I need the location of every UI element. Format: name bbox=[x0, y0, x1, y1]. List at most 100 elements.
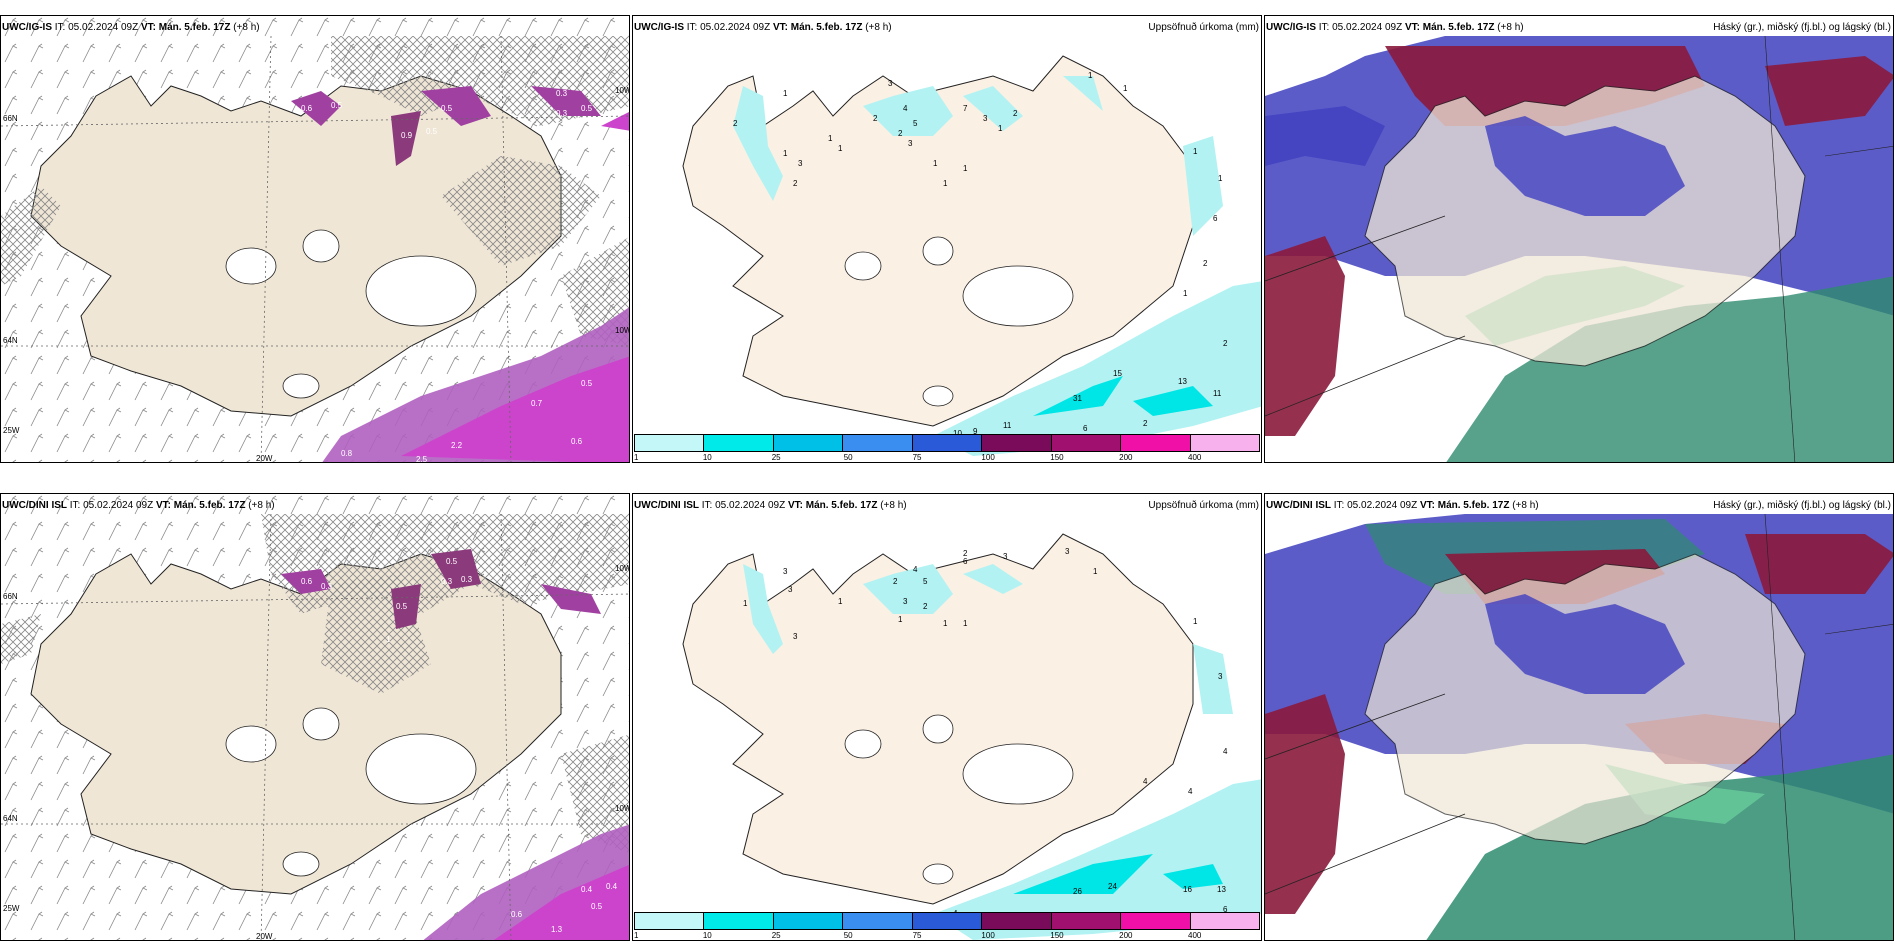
colorbar-swatch bbox=[1121, 913, 1191, 929]
panel-header: UWC/DINI ISL IT: 05.02.2024 09Z VT: Mán.… bbox=[634, 500, 907, 511]
colorbar-swatch bbox=[704, 913, 774, 929]
panel-igis-snow: 0.6 0.5 0.3 0.5 0.3 0.5 0.9 0.5 0.7 0.5 … bbox=[0, 15, 630, 463]
precip-value: 2 bbox=[1013, 109, 1018, 118]
precip-value: 24 bbox=[1108, 882, 1117, 891]
it-label: IT: bbox=[1333, 500, 1345, 511]
panel-title: Háský (gr.), miðský (fj.bl.) og lágský (… bbox=[1713, 22, 1891, 33]
panel-header: UWC/DINI ISL IT: 05.02.2024 09Z VT: Mán.… bbox=[2, 500, 275, 511]
precip-value: 5 bbox=[923, 577, 928, 586]
precip-value: 3 bbox=[908, 139, 913, 148]
colorbar-tick: 50 bbox=[843, 931, 853, 940]
precip-value: 3 bbox=[903, 597, 908, 606]
precip-value: 1 bbox=[963, 164, 968, 173]
precip-value: 13 bbox=[1217, 885, 1226, 894]
colorbar-swatch bbox=[635, 435, 705, 451]
lead-time: (+8 h) bbox=[233, 22, 260, 33]
precip-value: 1 bbox=[943, 619, 948, 628]
panel-igis-precip: 1 2 1 2 3 1 1 3 2 4 5 2 3 7 3 1 2 1 1 1 … bbox=[632, 15, 1262, 463]
lat-label-top: 66N bbox=[3, 592, 18, 601]
precip-value: 4 bbox=[1188, 787, 1193, 796]
it-value: 05.02.2024 09Z bbox=[700, 22, 771, 33]
model-name: UWC/DINI ISL bbox=[634, 500, 699, 511]
lon-label-bottom: 20W bbox=[256, 932, 273, 941]
colorbar-swatch bbox=[1190, 913, 1259, 929]
precip-value: 1 bbox=[828, 134, 833, 143]
colorbar-tick: 1 bbox=[634, 453, 639, 462]
colorbar-swatch bbox=[912, 435, 983, 451]
snow-value: 0.4 bbox=[581, 885, 593, 894]
snow-value: 1.3 bbox=[551, 925, 563, 934]
map-igis-clouds bbox=[1265, 16, 1893, 462]
precip-value: 4 bbox=[903, 104, 908, 113]
colorbar-swatch bbox=[704, 435, 774, 451]
snow-value: 0.5 bbox=[446, 557, 458, 566]
precip-value: 11 bbox=[1213, 389, 1222, 398]
it-label: IT: bbox=[54, 22, 66, 33]
precip-value: 6 bbox=[1083, 424, 1088, 433]
lon-label-right-top: 10W bbox=[615, 564, 630, 573]
precip-value: 1 bbox=[1093, 567, 1098, 576]
precip-value: 1 bbox=[1218, 174, 1223, 183]
snow-value: 0.8 bbox=[341, 449, 353, 458]
panel-title: Uppsöfnuð úrkoma (mm) bbox=[1148, 22, 1259, 33]
vt-label: VT: Mán. 5.feb. 17Z bbox=[787, 500, 878, 511]
colorbar-swatch bbox=[773, 435, 844, 451]
precip-value: 3 bbox=[783, 567, 788, 576]
it-value: 05.02.2024 09Z bbox=[83, 500, 154, 511]
precip-value: 1 bbox=[898, 615, 903, 624]
snow-value: 0.5 bbox=[591, 902, 603, 911]
colorbar-tick: 200 bbox=[1119, 931, 1133, 940]
snow-value: 1 bbox=[386, 635, 391, 644]
precip-value: 1 bbox=[933, 159, 938, 168]
colorbar-swatch bbox=[1051, 913, 1122, 929]
precip-value: 1 bbox=[963, 619, 968, 628]
precip-value: 6 bbox=[1223, 905, 1228, 914]
it-value: 05.02.2024 09Z bbox=[715, 500, 786, 511]
snow-value: 0.5 bbox=[581, 379, 593, 388]
precip-value: 2 bbox=[793, 179, 798, 188]
iceland-landmass bbox=[30, 75, 562, 417]
snow-value: 2.5 bbox=[416, 455, 428, 463]
colorbar-tick: 400 bbox=[1188, 931, 1202, 940]
model-name: UWC/IG-IS bbox=[1266, 22, 1316, 33]
precip-value: 4 bbox=[913, 565, 918, 574]
iceland-landmass bbox=[1364, 553, 1806, 845]
snow-value: 0.9 bbox=[401, 131, 413, 140]
snow-value: 0.6 bbox=[511, 910, 523, 919]
map-dini-snow: 0.6 0.3 0.5 0.3 0.3 0.5 1 0.4 0.4 0.5 0.… bbox=[1, 494, 629, 940]
panel-title: Uppsöfnuð úrkoma (mm) bbox=[1148, 500, 1259, 511]
model-name: UWC/IG-IS bbox=[2, 22, 52, 33]
panel-dini-clouds: UWC/DINI ISL IT: 05.02.2024 09Z VT: Mán.… bbox=[1264, 493, 1894, 941]
snow-labels: 0.6 0.3 0.5 0.3 0.3 0.5 1 0.4 0.4 0.5 0.… bbox=[301, 557, 618, 934]
colorbar-tick: 25 bbox=[771, 931, 781, 940]
snow-value: 0.6 bbox=[301, 104, 313, 113]
lead-time: (+8 h) bbox=[1512, 500, 1539, 511]
snow-value: 0.5 bbox=[441, 104, 453, 113]
lat-label-mid: 64N bbox=[3, 814, 18, 823]
precip-colorbar: 1 10 25 50 75 100 150 200 400 bbox=[634, 912, 1260, 940]
snow-value: 0.3 bbox=[461, 575, 473, 584]
lead-time: (+8 h) bbox=[248, 500, 275, 511]
precip-colorbar: 1 10 25 50 75 100 150 200 400 bbox=[634, 434, 1260, 462]
colorbar-tick: 10 bbox=[702, 931, 712, 940]
lon-label-right-top: 10W bbox=[615, 86, 630, 95]
panel-igis-clouds: UWC/IG-IS IT: 05.02.2024 09Z VT: Mán. 5.… bbox=[1264, 15, 1894, 463]
lat-label-bottom: 25W bbox=[3, 426, 20, 435]
snow-value: 0.5 bbox=[426, 127, 438, 136]
precip-value: 2 bbox=[923, 602, 928, 611]
panel-header: UWC/IG-IS IT: 05.02.2024 09Z VT: Mán. 5.… bbox=[2, 22, 260, 33]
lon-label-bottom: 20W bbox=[256, 454, 273, 463]
model-name: UWC/IG-IS bbox=[634, 22, 684, 33]
snow-value: 0.5 bbox=[396, 602, 408, 611]
precip-value: 3 bbox=[798, 159, 803, 168]
precip-value: 2 bbox=[893, 577, 898, 586]
colorbar-labels: 1 10 25 50 75 100 150 200 400 bbox=[634, 930, 1260, 940]
precip-value: 6 bbox=[963, 557, 968, 566]
it-label: IT: bbox=[69, 500, 81, 511]
precip-value: 10 bbox=[953, 429, 962, 438]
colorbar-swatches bbox=[634, 912, 1260, 930]
colorbar-tick: 150 bbox=[1050, 931, 1064, 940]
lat-label-top: 66N bbox=[3, 114, 18, 123]
map-igis-snow: 0.6 0.5 0.3 0.5 0.3 0.5 0.9 0.5 0.7 0.5 … bbox=[1, 16, 629, 463]
colorbar-tick: 75 bbox=[912, 453, 922, 462]
